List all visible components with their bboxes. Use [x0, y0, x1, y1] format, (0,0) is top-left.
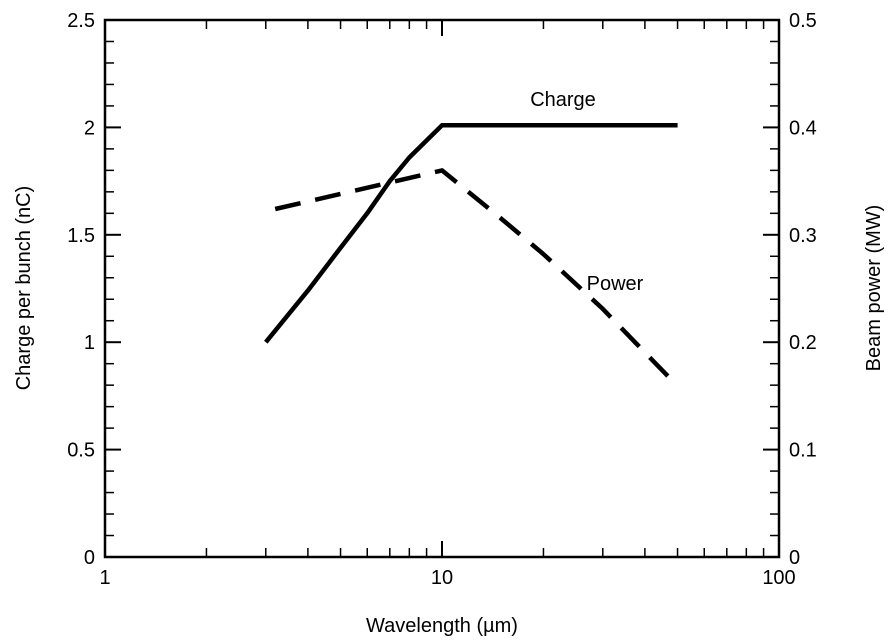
left-y-tick-label: 1	[84, 332, 95, 354]
plot-frame	[103, 18, 781, 559]
series-label-power: Power	[587, 273, 644, 295]
right-y-tick-label: 0.3	[789, 225, 817, 247]
minor-ticks	[105, 20, 779, 557]
series-layer	[264, 123, 680, 388]
right-y-tick-label: 0.2	[789, 332, 817, 354]
x-axis-title: Wavelength (µm)	[366, 615, 518, 637]
left-y-axis-title: Charge per bunch (nC)	[13, 186, 35, 391]
right-y-tick-label: 0	[789, 547, 800, 569]
major-ticks	[104, 19, 780, 558]
x-tick-label: 100	[762, 567, 795, 589]
right-y-tick-label: 0.5	[789, 10, 817, 32]
left-y-tick-label: 2.5	[67, 10, 95, 32]
x-tick-label: 1	[99, 567, 110, 589]
annotations: Charge Power	[530, 89, 643, 295]
left-y-tick-label: 0.5	[67, 440, 95, 462]
right-y-axis-title: Beam power (MW)	[863, 205, 885, 372]
series-line-charge	[264, 123, 678, 344]
left-y-tick-label: 1.5	[67, 225, 95, 247]
series-label-charge: Charge	[530, 89, 596, 111]
right-y-tick-label: 0.1	[789, 440, 817, 462]
left-y-tick-label: 0	[84, 547, 95, 569]
series-line-power	[274, 168, 680, 388]
right-y-tick-label: 0.4	[789, 117, 817, 139]
left-y-tick-label: 2	[84, 117, 95, 139]
x-tick-label: 10	[431, 567, 453, 589]
